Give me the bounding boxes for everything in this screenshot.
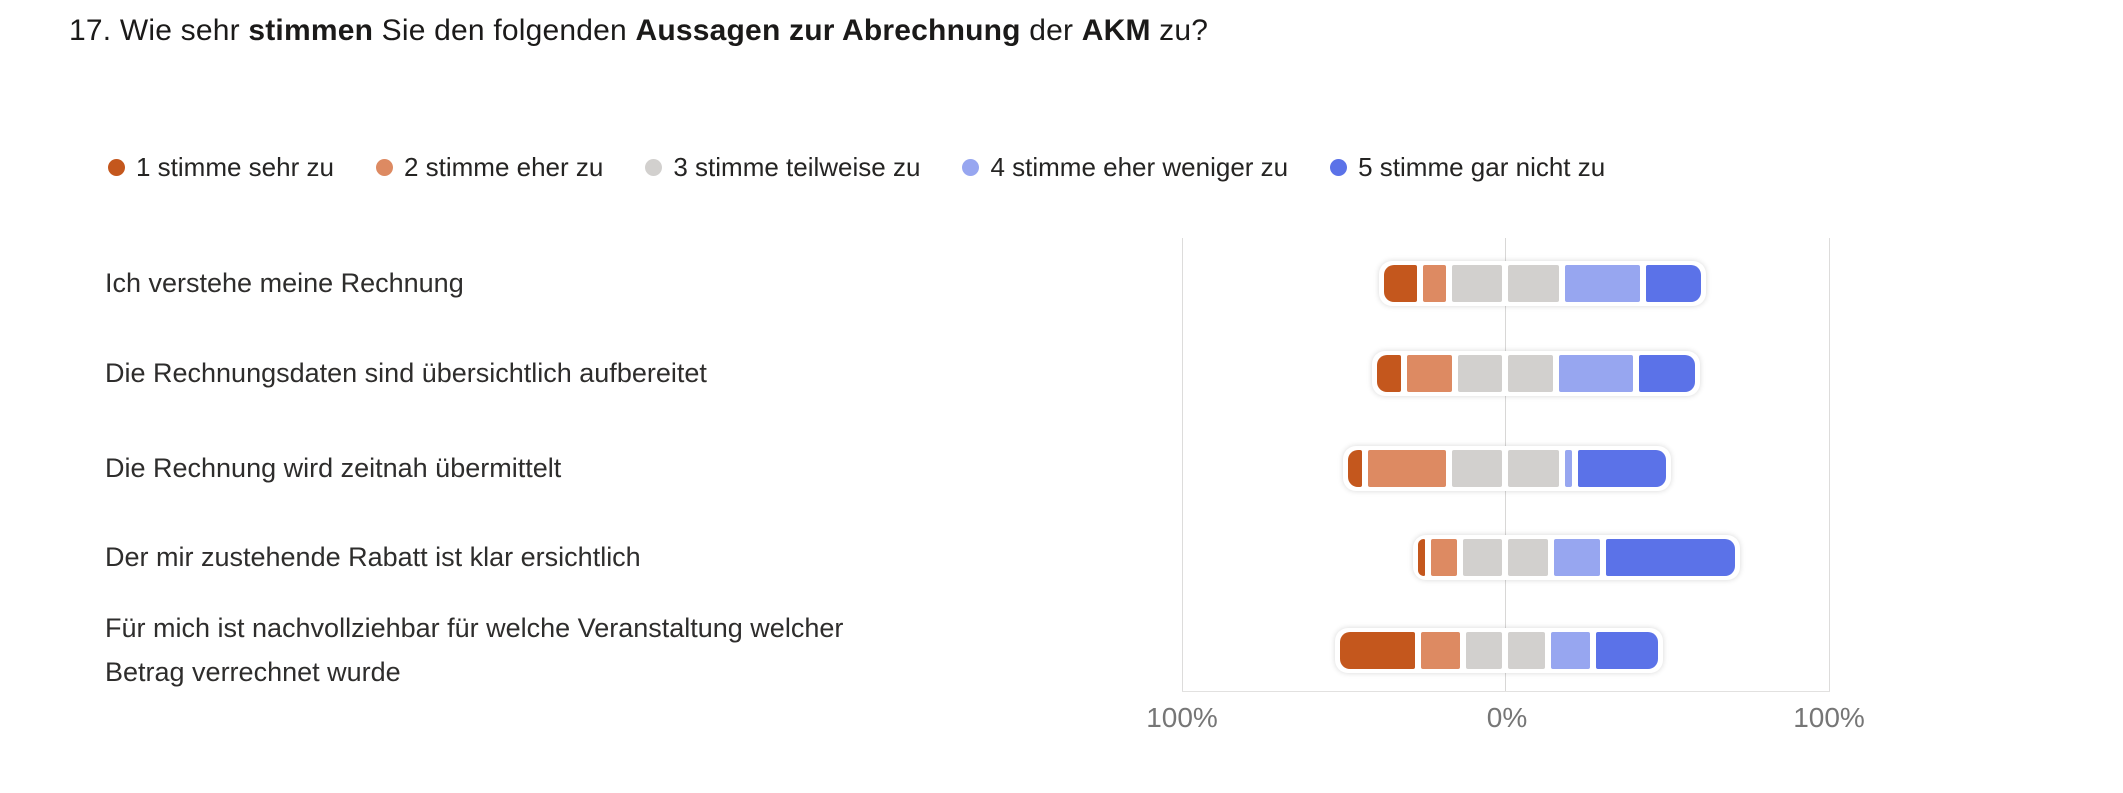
bar-segment[interactable]	[1639, 354, 1695, 392]
title-part: zu?	[1150, 14, 1209, 47]
axis-bottom-line	[1182, 691, 1830, 692]
title-part: AKM	[1081, 14, 1151, 47]
legend-item-1: 1 stimme sehr zu	[108, 152, 334, 183]
bar-row	[1335, 627, 1663, 673]
legend: 1 stimme sehr zu 2 stimme eher zu 3 stimme…	[108, 152, 1605, 183]
bar-segment[interactable]	[1508, 538, 1548, 576]
gridline-right	[1829, 238, 1830, 691]
category-label: Die Rechnungsdaten sind übersichtlich au…	[105, 358, 707, 388]
legend-item-3: 3 stimme teilweise zu	[645, 152, 920, 183]
bar-segment[interactable]	[1508, 354, 1553, 392]
bar-row	[1372, 350, 1700, 396]
bar-segment[interactable]	[1553, 538, 1600, 576]
bar-segment[interactable]	[1383, 264, 1417, 302]
bar-segment[interactable]	[1605, 538, 1736, 576]
bar-row	[1378, 260, 1707, 306]
bar-segment[interactable]	[1463, 538, 1503, 576]
legend-item-2: 2 stimme eher zu	[375, 152, 604, 183]
bar-segment[interactable]	[1466, 631, 1503, 669]
legend-color-dot-icon	[108, 159, 125, 176]
category-label: Der mir zustehende Rabatt ist klar ersic…	[105, 542, 641, 572]
bar-segment[interactable]	[1377, 354, 1401, 392]
bar-segment[interactable]	[1595, 631, 1658, 669]
legend-color-dot-icon	[962, 159, 980, 176]
bar-row	[1343, 445, 1671, 491]
title-part: Sie den folgenden	[373, 14, 636, 47]
bar-segment[interactable]	[1565, 264, 1640, 302]
bar-segment[interactable]	[1422, 264, 1446, 302]
bar-segment[interactable]	[1451, 449, 1503, 487]
title-part: stimmen	[248, 14, 374, 47]
bar-segment[interactable]	[1578, 449, 1666, 487]
category-label: Ich verstehe meine Rechnung	[105, 268, 464, 298]
bar-segment[interactable]	[1367, 449, 1446, 487]
bar-segment[interactable]	[1508, 449, 1560, 487]
bar-segment[interactable]	[1645, 264, 1702, 302]
title-part: 17. Wie sehr	[69, 14, 249, 47]
title-part: Aussagen zur Abrechnung	[635, 14, 1021, 47]
bar-segment[interactable]	[1458, 354, 1503, 392]
bar-segment[interactable]	[1417, 538, 1425, 576]
legend-color-dot-icon	[645, 159, 663, 176]
legend-item-4: 4 stimme eher weniger zu	[962, 152, 1288, 183]
bar-segment[interactable]	[1508, 631, 1545, 669]
bar-segment[interactable]	[1508, 264, 1560, 302]
legend-item-label: 2 stimme eher zu	[403, 152, 604, 182]
bar-segment[interactable]	[1550, 631, 1590, 669]
bar-segment[interactable]	[1421, 631, 1461, 669]
axis-label-zero: 0%	[1486, 702, 1528, 733]
bar-row	[1412, 534, 1741, 580]
bar-segment[interactable]	[1348, 449, 1362, 487]
legend-item-label: 1 stimme sehr zu	[136, 152, 334, 182]
legend-color-dot-icon	[375, 159, 393, 176]
page-title: 17. Wie sehr stimmen Sie den folgenden A…	[69, 14, 1208, 48]
legend-item-5: 5 stimme gar nicht zu	[1330, 152, 1605, 183]
category-label: Die Rechnung wird zeitnah übermittelt	[105, 453, 562, 483]
legend-color-dot-icon	[1330, 159, 1348, 176]
category-label: Für mich ist nachvollziehbar für welche …	[105, 613, 844, 687]
bar-segment[interactable]	[1558, 354, 1634, 392]
bar-segment[interactable]	[1565, 449, 1573, 487]
bar-segment[interactable]	[1406, 354, 1453, 392]
title-part: der	[1020, 14, 1082, 47]
legend-item-label: 5 stimme gar nicht zu	[1358, 152, 1606, 182]
axis-label-left-100: 100%	[1146, 702, 1218, 733]
gridline-left	[1182, 238, 1183, 691]
bar-segment[interactable]	[1451, 264, 1503, 302]
legend-item-label: 4 stimme eher weniger zu	[990, 152, 1289, 182]
bar-segment[interactable]	[1340, 631, 1416, 669]
axis-label-right-100: 100%	[1793, 702, 1865, 733]
bar-segment[interactable]	[1430, 538, 1458, 576]
legend-item-label: 3 stimme teilweise zu	[673, 152, 921, 182]
